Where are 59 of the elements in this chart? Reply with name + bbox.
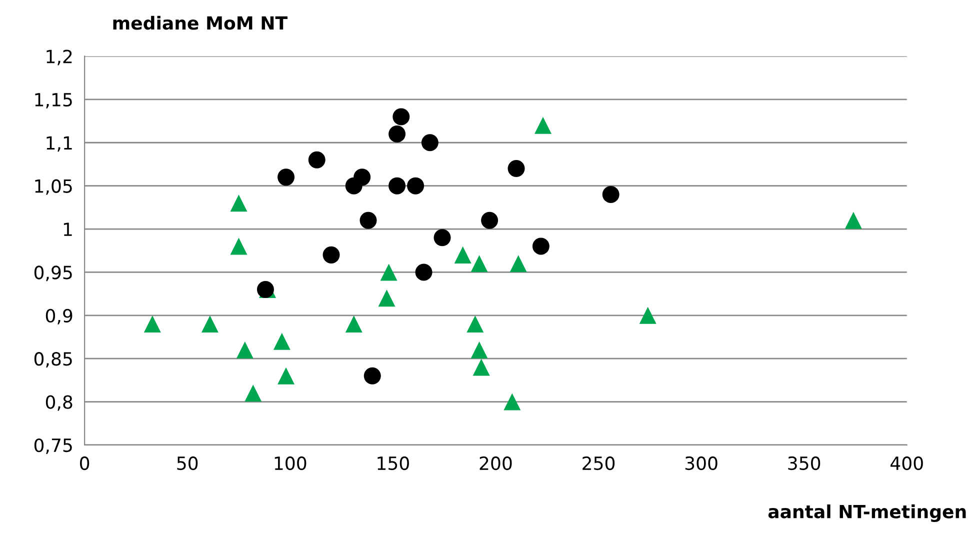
point <box>470 255 488 272</box>
point <box>308 151 326 168</box>
point <box>466 316 484 333</box>
point <box>278 367 295 384</box>
x-tick-label: 100 <box>274 456 306 470</box>
point <box>534 116 552 134</box>
x-tick-label: 200 <box>480 456 512 470</box>
point <box>345 316 362 333</box>
y-tick-label: 1,15 <box>35 93 72 108</box>
point <box>392 108 410 126</box>
point <box>407 177 424 194</box>
y-tick-label: 1,1 <box>46 136 72 152</box>
y-tick-label: 0,75 <box>34 438 72 454</box>
point <box>278 168 295 186</box>
point <box>602 186 620 203</box>
point <box>470 341 488 358</box>
x-tick-label: 250 <box>582 456 615 470</box>
y-tick-label: 1,2 <box>46 50 72 66</box>
point <box>481 212 498 229</box>
point <box>388 177 406 194</box>
point <box>354 168 371 186</box>
y-axis-title: mediane MoM NT <box>113 16 288 30</box>
point <box>144 316 161 333</box>
y-tick-label: 1,05 <box>35 179 72 195</box>
y-tick-label: 0,9 <box>46 308 72 324</box>
point <box>639 306 656 324</box>
point <box>273 332 290 350</box>
point <box>421 134 438 152</box>
y-tick-label: 0,95 <box>34 266 72 282</box>
point <box>434 229 451 246</box>
point <box>378 290 396 307</box>
x-tick-label: 0 <box>80 456 90 470</box>
x-tick-label: 50 <box>177 456 198 470</box>
point <box>322 246 340 264</box>
point <box>844 212 862 229</box>
point <box>510 255 527 272</box>
y-tick-label: 0,85 <box>34 352 72 368</box>
point <box>508 160 525 178</box>
point <box>236 341 254 358</box>
point <box>360 212 377 229</box>
point <box>454 246 472 264</box>
x-axis-title: aantal NT-metingen <box>768 504 966 522</box>
point <box>532 238 550 255</box>
point <box>415 264 432 281</box>
point <box>230 194 248 212</box>
point <box>504 393 521 410</box>
x-tick-label: 400 <box>890 456 923 470</box>
x-tick-label: 350 <box>788 456 820 470</box>
point <box>201 316 218 333</box>
point <box>364 367 381 384</box>
point <box>380 264 398 281</box>
point <box>244 384 262 402</box>
y-tick-label: 1 <box>64 222 72 236</box>
point <box>388 125 406 142</box>
x-tick-label: 150 <box>378 456 409 470</box>
point <box>230 238 248 255</box>
x-tick-label: 300 <box>685 456 718 470</box>
y-tick-label: 0,8 <box>46 395 72 411</box>
point <box>472 358 490 376</box>
